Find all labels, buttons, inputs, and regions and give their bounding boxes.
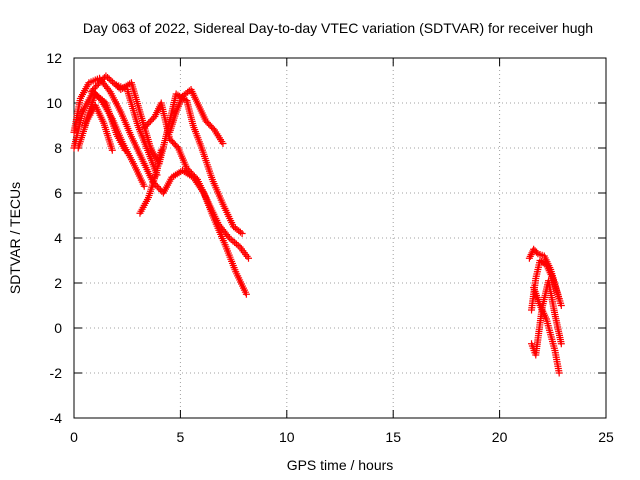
data-point — [555, 369, 563, 377]
data-point — [87, 88, 95, 96]
data-point-trace — [97, 77, 105, 85]
data-point — [244, 254, 252, 262]
data-point-trace — [187, 169, 195, 177]
data-point-trace — [155, 184, 163, 192]
data-point — [157, 146, 165, 154]
data-point-trace — [91, 83, 99, 91]
data-point — [102, 72, 110, 80]
data-point-trace — [93, 81, 101, 89]
data-point-trace — [142, 122, 150, 130]
data-point-trace — [145, 119, 153, 127]
x-tick-label: 25 — [598, 429, 614, 445]
data-point — [183, 164, 191, 172]
data-point-trace — [148, 116, 156, 124]
data-point — [557, 340, 565, 348]
x-tick-label: 15 — [385, 429, 401, 445]
series-sat-m — [528, 277, 565, 359]
data-point-trace — [105, 75, 113, 83]
data-point — [121, 146, 129, 154]
series-sat-i — [166, 86, 227, 147]
data-point-trace — [184, 166, 192, 174]
y-tick-label: 6 — [54, 185, 62, 201]
data-point-trace — [94, 80, 102, 88]
grid — [74, 58, 606, 418]
data-point-trace — [96, 78, 104, 86]
y-tick-label: 10 — [46, 95, 62, 111]
series-sat-g — [136, 146, 165, 217]
data-point-trace — [186, 167, 194, 175]
data-point-trace — [90, 85, 98, 93]
data-point-trace — [189, 171, 197, 179]
data-point-trace — [149, 114, 157, 122]
data-point-trace — [89, 86, 97, 94]
y-tick-label: -4 — [50, 410, 63, 426]
data-point-trace — [146, 117, 154, 125]
chart-title: Day 063 of 2022, Sidereal Day-to-day VTE… — [83, 20, 593, 36]
x-tick-label: 20 — [492, 429, 508, 445]
data-point — [242, 290, 250, 298]
series-sat-f — [113, 81, 161, 179]
data-point — [555, 295, 563, 303]
series-sat-l — [528, 257, 563, 314]
y-tick-label: 0 — [54, 320, 62, 336]
data-point-trace — [107, 77, 115, 84]
series-sat-n — [530, 284, 563, 377]
data-point — [108, 146, 116, 154]
data-point — [140, 182, 148, 190]
x-tick-label: 5 — [177, 429, 185, 445]
x-axis-label: GPS time / hours — [287, 457, 394, 473]
data-point-trace — [236, 228, 244, 236]
series-sat-j — [183, 97, 246, 237]
data-series — [70, 72, 565, 377]
data-point — [557, 302, 565, 309]
data-point-trace — [143, 121, 151, 129]
y-tick-label: 4 — [54, 230, 62, 246]
data-point — [219, 140, 227, 147]
data-point-trace — [532, 248, 540, 256]
series-sat-d — [81, 90, 129, 154]
y-tick-label: 12 — [46, 50, 62, 66]
y-tick-label: -2 — [50, 365, 63, 381]
y-tick-label: 8 — [54, 140, 62, 156]
data-point-trace — [190, 172, 198, 180]
data-point-trace — [173, 143, 181, 150]
data-point — [140, 124, 148, 132]
data-point — [238, 230, 246, 237]
x-tick-label: 0 — [70, 429, 78, 445]
data-point-trace — [104, 74, 112, 81]
series-sat-h — [140, 99, 252, 262]
data-point-trace — [192, 174, 200, 182]
axis-ticks: 0 5 10 15 20 25 -4 -2 0 2 4 6 8 10 12 — [46, 50, 614, 445]
data-point-trace — [109, 78, 117, 86]
data-point-trace — [224, 232, 232, 240]
y-axis-label: SDTVAR / TECUs — [7, 182, 23, 294]
data-point-trace — [105, 86, 113, 94]
x-tick-label: 10 — [279, 429, 295, 445]
data-point-trace — [99, 75, 107, 83]
y-tick-label: 2 — [54, 275, 62, 291]
data-point-trace — [156, 186, 164, 194]
